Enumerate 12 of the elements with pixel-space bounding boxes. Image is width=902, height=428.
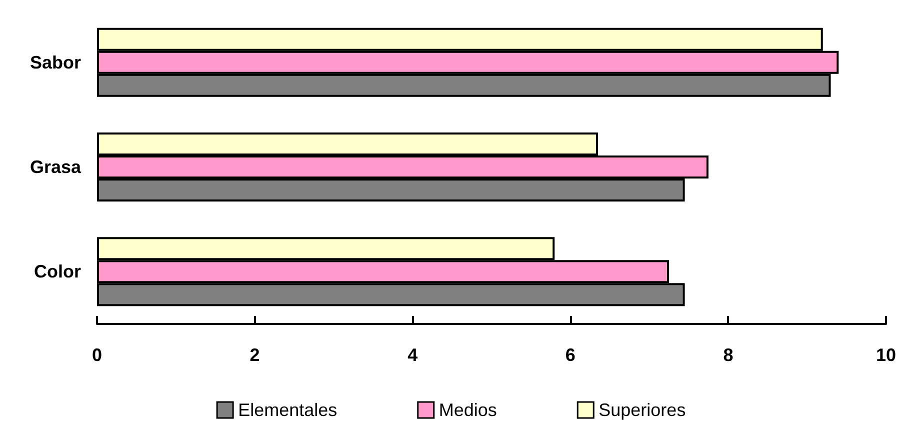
y-tick-label: Grasa	[30, 157, 82, 177]
legend-label: Superiores	[598, 400, 686, 420]
x-tick-label: 6	[565, 345, 576, 365]
legend-label: Medios	[438, 400, 497, 420]
x-tick-label: 2	[250, 345, 260, 365]
x-tick-label: 8	[723, 345, 734, 365]
x-tick-label: 4	[408, 345, 418, 365]
y-tick-label: Sabor	[30, 52, 81, 72]
legend-label: Elementales	[238, 400, 338, 420]
x-tick-label: 10	[876, 345, 896, 365]
y-tick-label: Color	[34, 262, 81, 282]
x-tick-label: 0	[92, 345, 102, 365]
